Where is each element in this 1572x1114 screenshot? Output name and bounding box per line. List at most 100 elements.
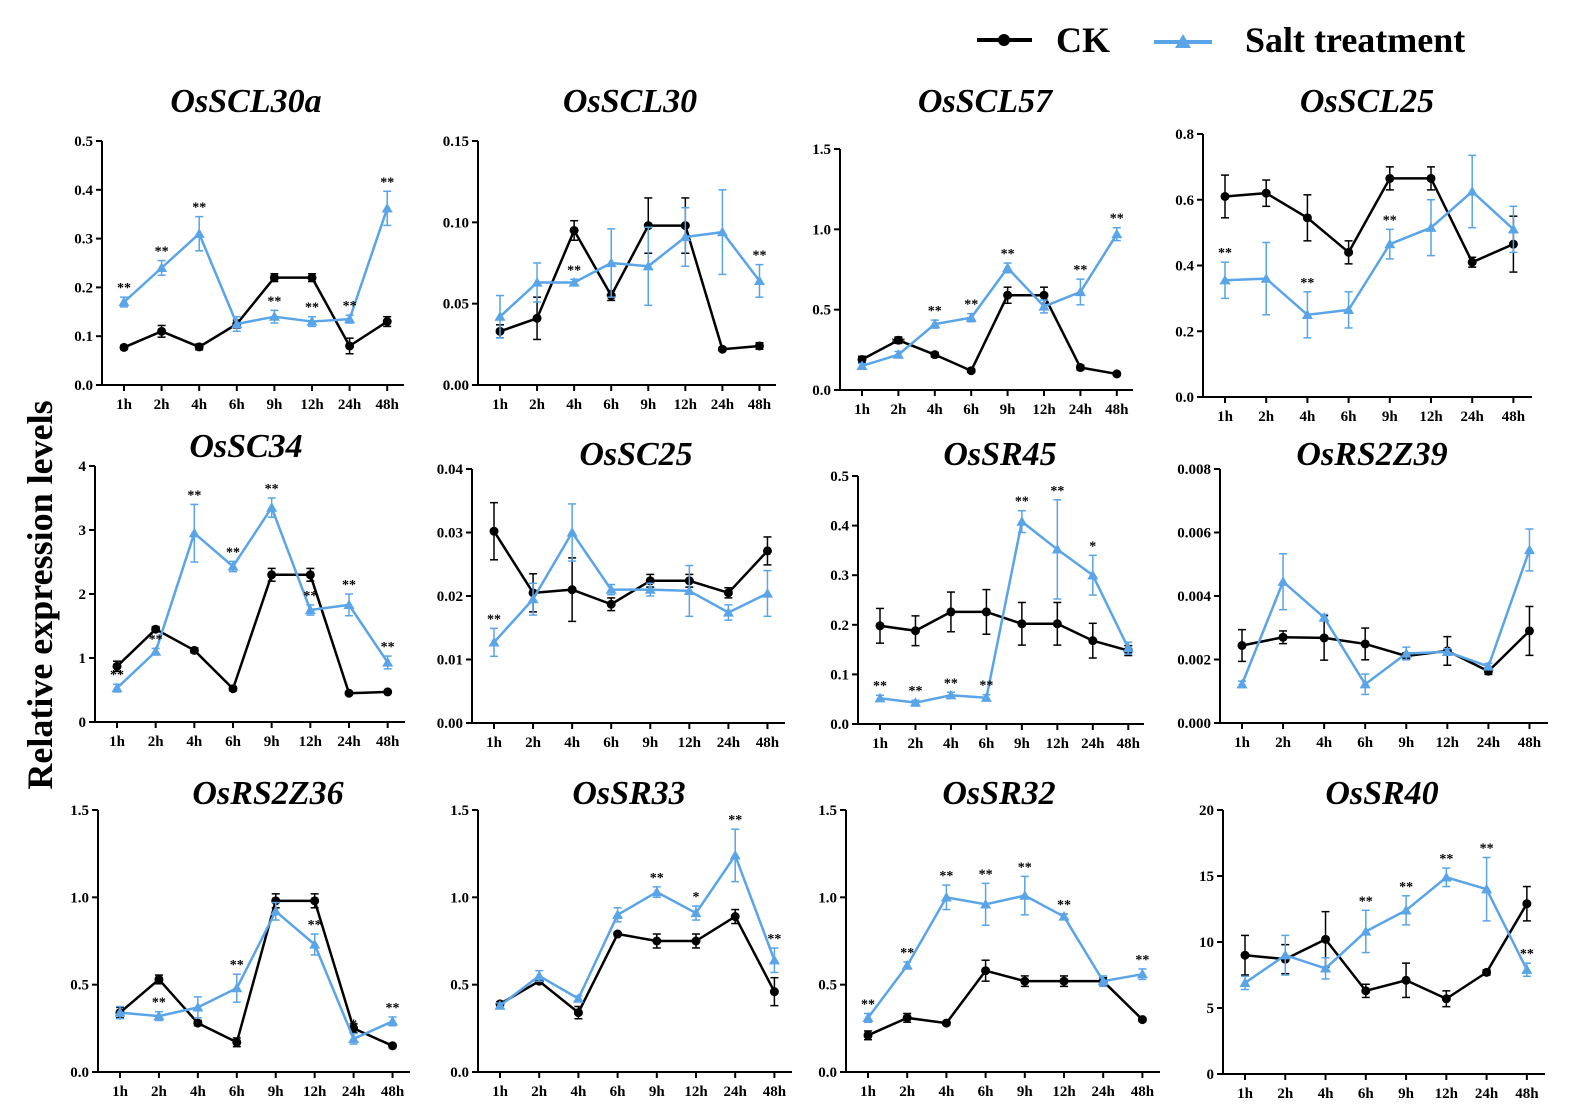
y-tick-label: 1.5 — [812, 142, 831, 158]
y-tick-label: 0.0 — [1175, 390, 1194, 406]
y-tick-label: 0 — [1207, 1067, 1215, 1083]
x-tick-label: 9h — [1014, 736, 1031, 752]
y-tick-label: 0.0 — [70, 1065, 89, 1081]
salt-point — [753, 275, 765, 286]
ck-point — [1137, 1015, 1147, 1025]
panel-title: OsSCL30 — [563, 83, 697, 120]
salt-point — [612, 909, 624, 919]
x-tick-label: 2h — [154, 397, 171, 413]
salt-line — [866, 894, 1143, 1019]
significance-mark: ** — [1383, 213, 1397, 228]
x-tick-label: 1h — [116, 397, 133, 413]
salt-point — [1239, 977, 1251, 988]
ck-point — [189, 645, 199, 655]
y-tick-label: 0.05 — [443, 297, 469, 313]
x-tick-label: 24h — [337, 734, 361, 750]
salt-point — [690, 907, 702, 918]
x-tick-label: 4h — [938, 1084, 955, 1100]
x-tick-label: 6h — [610, 1084, 627, 1100]
salt-point — [729, 849, 741, 860]
x-tick-label: 4h — [186, 734, 203, 750]
ck-point — [1052, 619, 1062, 629]
y-tick-label: 0.15 — [443, 134, 469, 150]
salt-point — [193, 228, 205, 238]
x-tick-label: 1h — [1217, 409, 1234, 425]
x-tick-label: 6h — [229, 397, 246, 413]
salt-line — [499, 854, 776, 1007]
salt-point — [1343, 304, 1355, 315]
ck-point — [910, 626, 920, 636]
panel-title: OsRS2Z36 — [192, 775, 343, 812]
ck-line — [492, 530, 769, 606]
ck-line — [861, 293, 1118, 376]
x-tick-label: 2h — [531, 1084, 548, 1100]
x-tick-label: 6h — [1341, 409, 1358, 425]
salt-point — [642, 260, 654, 271]
salt-point — [1260, 273, 1272, 283]
y-tick-label: 0.0 — [830, 717, 849, 733]
ck-point — [1426, 173, 1436, 183]
salt-point — [387, 1015, 399, 1026]
y-tick-label: 0.0 — [74, 378, 93, 394]
y-tick-label: 0.2 — [74, 280, 93, 296]
x-tick-label: 48h — [376, 397, 400, 413]
y-tick-label: 0.4 — [1175, 259, 1194, 275]
legend-ck-marker — [998, 34, 1010, 46]
salt-point — [1002, 262, 1014, 273]
x-tick-label: 4h — [1318, 1086, 1335, 1102]
significance-mark: ** — [1057, 898, 1071, 913]
significance-mark: ** — [728, 813, 742, 828]
salt-point — [270, 905, 282, 916]
salt-line — [119, 910, 394, 1041]
salt-line — [493, 531, 769, 644]
significance-mark: ** — [110, 668, 124, 683]
salt-point — [572, 993, 584, 1003]
x-tick-label: 9h — [266, 397, 283, 413]
x-tick-label: 9h — [642, 735, 659, 751]
x-tick-label: 1h — [109, 734, 126, 750]
significance-mark: ** — [650, 871, 664, 886]
x-tick-label: 2h — [890, 402, 907, 418]
y-tick-label: 1.0 — [450, 890, 469, 906]
x-tick-label: 24h — [342, 1084, 366, 1100]
significance-mark: ** — [873, 679, 887, 694]
x-tick-label: 6h — [603, 397, 620, 413]
ck-point — [310, 896, 320, 906]
ck-point — [723, 588, 733, 598]
panel-osrs2z36: OsRS2Z36 0.0 0.5 1.0 1.5 1h 2h 4h 6h 9h 12h 24h 48h *… — [70, 775, 410, 1100]
panel-ossc34: OsSC34 0 1 2 3 4 1h 2h 4h 6h 9h 12h 24h 48h ** ** ** ** **… — [79, 428, 405, 750]
x-tick-label: 48h — [1131, 1084, 1155, 1100]
y-tick-label: 0.00 — [437, 716, 463, 732]
legend: CK Salt treatment — [977, 20, 1465, 60]
y-tick-label: 15 — [1199, 869, 1214, 885]
y-tick-label: 1.5 — [818, 803, 837, 819]
salt-point — [1087, 569, 1099, 580]
x-tick-label: 12h — [678, 735, 702, 751]
significance-mark: ** — [964, 298, 978, 313]
significance-mark: ** — [308, 918, 322, 933]
x-tick-label: 9h — [1382, 409, 1399, 425]
y-tick-label: 1.0 — [812, 222, 831, 238]
ck-point — [151, 624, 161, 634]
y-tick-label: 2 — [79, 587, 87, 603]
salt-point — [940, 891, 952, 902]
ck-point — [857, 354, 867, 364]
panel-title: OsSCL30a — [170, 83, 321, 120]
panel-title: OsSR33 — [572, 775, 685, 812]
x-tick-label: 4h — [1316, 735, 1333, 751]
ck-line — [867, 969, 1144, 1037]
salt-point — [892, 349, 904, 359]
x-tick-label: 1h — [1237, 1086, 1254, 1102]
ck-point — [1261, 188, 1271, 198]
significance-mark: ** — [979, 679, 993, 694]
x-tick-label: 2h — [1277, 1086, 1294, 1102]
x-tick-label: 48h — [1502, 409, 1526, 425]
x-tick-label: 1h — [492, 397, 509, 413]
x-tick-label: 24h — [1081, 736, 1105, 752]
significance-mark: ** — [267, 294, 281, 309]
significance-mark: ** — [891, 335, 905, 350]
salt-point — [1400, 904, 1412, 915]
significance-mark: ** — [230, 958, 244, 973]
salt-point — [1277, 576, 1289, 586]
significance-mark: ** — [1110, 212, 1124, 227]
